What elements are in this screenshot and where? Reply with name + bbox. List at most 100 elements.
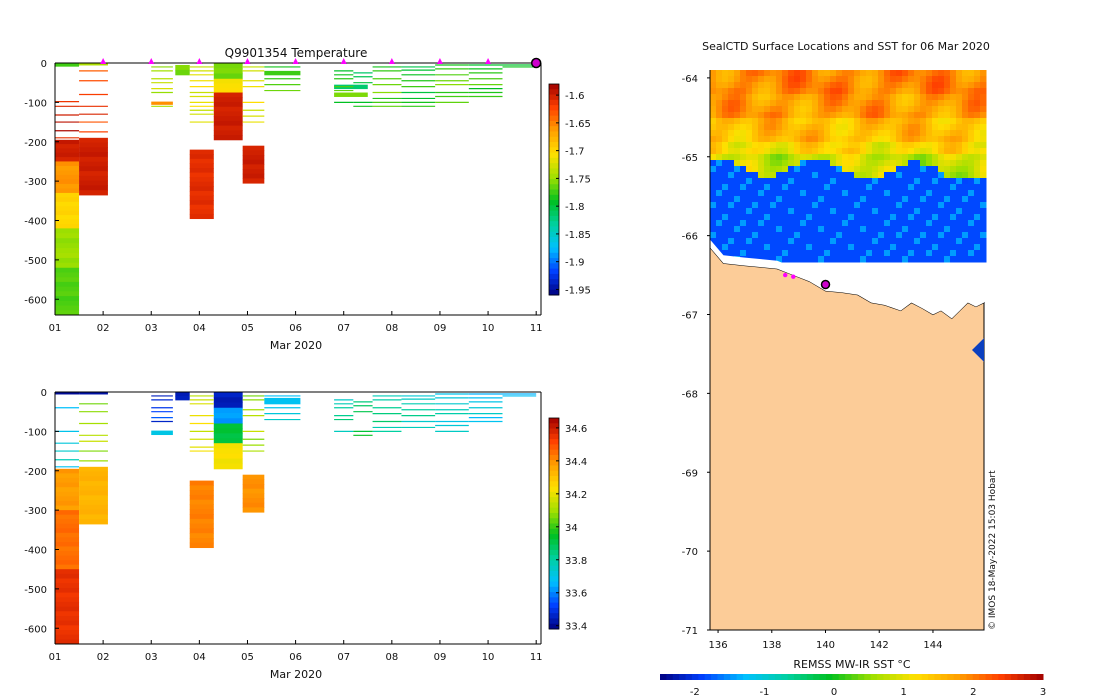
temp-colorbar-tick-label: -1.65 (565, 119, 591, 130)
sal-y-tick-label: -300 (24, 506, 47, 517)
sst-cell (920, 118, 927, 125)
sst-cell (860, 226, 867, 233)
sst-cell (734, 106, 741, 113)
sst-cell (842, 208, 849, 215)
sst-cell (806, 100, 813, 107)
sal-profile-cell (55, 625, 80, 631)
sst-cell (968, 172, 975, 179)
sst-cell (776, 196, 783, 203)
sst-cell (830, 160, 837, 167)
sst-cell (968, 190, 975, 197)
sal-colorbar-cell (549, 623, 559, 630)
sst-cell (974, 118, 981, 125)
sst-cell (740, 70, 747, 77)
sst-cell (896, 226, 903, 233)
sst-cell (854, 70, 861, 77)
sst-cell (812, 160, 819, 167)
sst-cell (914, 256, 921, 263)
sst-cell (830, 118, 837, 125)
sst-cell (818, 196, 825, 203)
sst-cell (800, 196, 807, 203)
sst-cell (716, 148, 723, 155)
sst-cell (860, 106, 867, 113)
sst-cell (734, 94, 741, 101)
sst-cell (914, 148, 921, 155)
sal-profile-cell (175, 392, 190, 397)
sst-cell (818, 184, 825, 191)
sst-cell (812, 76, 819, 83)
sst-cell (734, 166, 741, 173)
sst-cell (944, 70, 951, 77)
sst-cell (944, 106, 951, 113)
sst-cell (824, 172, 831, 179)
sal-profile-cell (79, 485, 108, 492)
sst-colorbar-cell (768, 674, 776, 680)
sal-y-tick-label: -200 (24, 467, 47, 478)
sst-cell (950, 232, 957, 239)
sst-cell (722, 154, 729, 161)
sst-cell (818, 76, 825, 83)
sst-cell (896, 166, 903, 173)
sst-cell (776, 232, 783, 239)
sal-profile-cell (79, 509, 108, 515)
temp-colorbar-cell (549, 258, 559, 264)
sst-cell (908, 142, 915, 149)
sst-cell (968, 142, 975, 149)
sst-cell (944, 166, 951, 173)
map-y-tick-label: -66 (682, 232, 698, 243)
sst-cell (734, 142, 741, 149)
sal-profile-cell (242, 498, 265, 504)
sst-cell (914, 88, 921, 95)
sst-cell (872, 172, 879, 179)
sst-cell (872, 178, 879, 185)
sst-cell (866, 256, 873, 263)
sal-profile-cell (213, 407, 243, 414)
sst-cell (938, 112, 945, 119)
sst-cell (728, 94, 735, 101)
sst-cell (722, 226, 729, 233)
sst-cell (866, 232, 873, 239)
temp-colorbar-cell (549, 157, 559, 164)
sst-cell (710, 196, 717, 203)
sst-cell (920, 232, 927, 239)
sst-cell (842, 160, 849, 167)
sst-cell (980, 166, 987, 173)
sst-cell (740, 172, 747, 179)
sst-cell (806, 82, 813, 89)
sst-cell (962, 238, 969, 245)
sst-cell (716, 76, 723, 83)
sst-cell (962, 88, 969, 95)
sst-cell (830, 226, 837, 233)
sst-cell (974, 124, 981, 131)
sal-colorbar-cell (549, 565, 559, 572)
sst-cell (884, 82, 891, 89)
sst-cell (890, 184, 897, 191)
sst-cell (896, 244, 903, 251)
sst-cell (716, 82, 723, 89)
sst-cell (956, 82, 963, 89)
sst-cell (962, 70, 969, 77)
sst-cell (854, 160, 861, 167)
sst-cell (896, 214, 903, 221)
sst-cell (782, 70, 789, 77)
temp-profile-cell (213, 87, 243, 94)
sst-cell (722, 136, 729, 143)
sst-cell (758, 250, 765, 257)
sst-cell (974, 106, 981, 113)
sst-cell (872, 70, 879, 77)
temp-profile-cell (79, 156, 108, 163)
sst-cell (926, 250, 933, 257)
sst-cell (740, 142, 747, 149)
sst-cell (962, 166, 969, 173)
sst-cell (908, 250, 915, 257)
temp-profile-cell (55, 262, 80, 269)
sst-cell (956, 196, 963, 203)
sal-x-tick-label: 02 (97, 652, 110, 663)
sst-cell (848, 232, 855, 239)
temp-profile-cell (189, 168, 214, 174)
sst-cell (740, 226, 747, 233)
sal-profile-cell (213, 443, 243, 449)
sst-cell (878, 202, 885, 209)
sst-cell (950, 178, 957, 185)
